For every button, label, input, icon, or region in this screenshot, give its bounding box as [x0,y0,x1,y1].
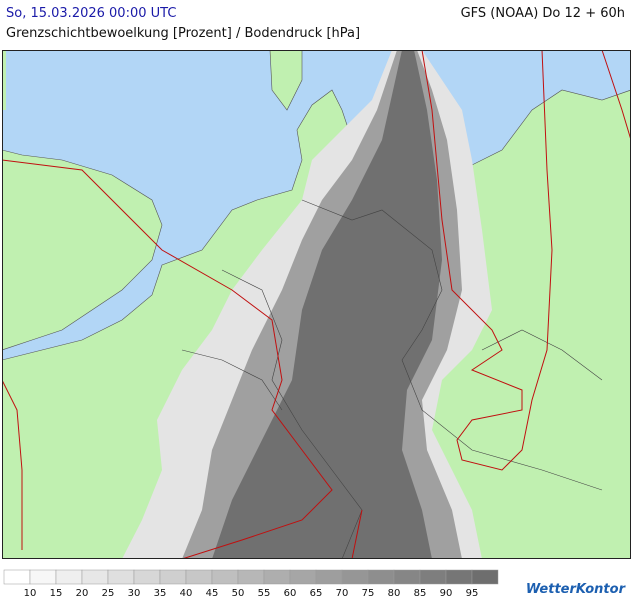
legend-swatch [341,569,369,585]
legend-label: 50 [232,588,245,599]
legend-label: 15 [50,588,63,599]
legend-label: 95 [466,588,479,599]
legend-swatch [367,569,395,585]
legend-swatch [55,569,83,585]
legend-label: 40 [180,588,193,599]
legend-label: 30 [128,588,141,599]
legend-label: 25 [102,588,115,599]
legend-label: 20 [76,588,89,599]
legend-label: 80 [388,588,401,599]
model-run: GFS (NOAA) Do 12 + 60h [460,6,625,21]
legend-label: 10 [24,588,37,599]
map-frame [2,50,631,559]
map [2,50,631,559]
legend: 10 15 20 25 30 35 40 45 50 55 60 65 70 75 80 85 90 95 [3,569,499,599]
legend-swatch [393,569,421,585]
legend-swatch [211,569,239,585]
legend-swatch [471,569,499,585]
legend-label: 90 [440,588,453,599]
legend-label: 85 [414,588,427,599]
legend-label: 35 [154,588,167,599]
legend-swatch [237,569,265,585]
logo: WetterKontor [525,582,625,597]
forecast-date: So, 15.03.2026 00:00 UTC [6,6,177,21]
legend-label: 45 [206,588,219,599]
legend-swatch [29,569,57,585]
isobars [2,50,631,559]
borders [181,199,603,559]
legend-swatch [159,569,187,585]
legend-swatch [3,569,31,585]
legend-swatch [315,569,343,585]
legend-swatch [289,569,317,585]
land [269,50,303,111]
legend-label: 70 [336,588,349,599]
land [2,149,163,351]
legend-swatch [107,569,135,585]
legend-swatch [81,569,109,585]
legend-swatch [419,569,447,585]
legend-label: 55 [258,588,271,599]
cloud-dense [212,50,442,559]
legend-swatch [133,569,161,585]
legend-label: 60 [284,588,297,599]
subtitle: Grenzschichtbewoelkung [Prozent] / Boden… [6,26,361,41]
legend-swatch [185,569,213,585]
legend-label: 75 [362,588,375,599]
legend-label: 65 [310,588,323,599]
legend-swatch [445,569,473,585]
legend-swatch [263,569,291,585]
